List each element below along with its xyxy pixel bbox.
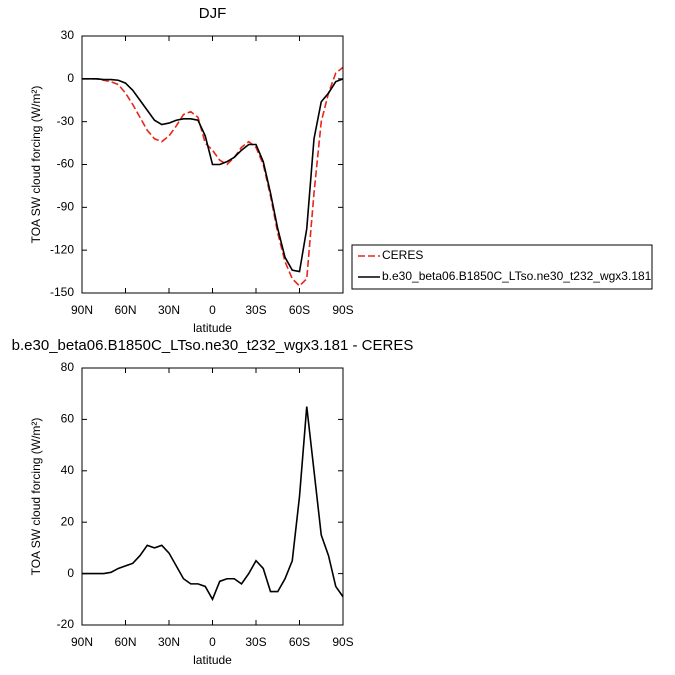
legend-label: CERES — [382, 248, 423, 262]
y-tick-label: 60 — [61, 412, 75, 426]
y-tick-label: -150 — [50, 285, 74, 299]
y-axis-label: TOA SW cloud forcing (W/m²) — [29, 86, 43, 244]
plot-frame — [81, 367, 344, 626]
line — [82, 66, 344, 287]
y-tick-label: 20 — [61, 514, 75, 528]
y-axis-label: TOA SW cloud forcing (W/m²) — [29, 418, 43, 576]
x-tick-label: 90S — [332, 303, 353, 317]
x-tick-label: 30N — [158, 635, 180, 649]
y-tick-label: -30 — [57, 114, 75, 128]
y-tick-label: 80 — [61, 360, 75, 374]
x-axis-label: latitude — [193, 321, 232, 335]
line — [82, 406, 344, 602]
legend-box — [351, 244, 653, 290]
x-tick-label: 90N — [71, 303, 93, 317]
y-tick-label: 30 — [61, 28, 75, 42]
x-tick-label: 60S — [289, 303, 310, 317]
x-tick-label: 0 — [209, 635, 216, 649]
y-tick-label: -90 — [57, 200, 75, 214]
x-tick-label: 0 — [209, 303, 216, 317]
x-tick-label: 60N — [114, 635, 136, 649]
chart-title: DJF — [199, 5, 227, 22]
y-tick-label: 0 — [67, 71, 74, 85]
x-axis-label: latitude — [193, 653, 232, 667]
x-tick-label: 30S — [245, 303, 266, 317]
y-tick-label: 40 — [61, 463, 75, 477]
plot-frame — [81, 35, 344, 294]
x-tick-label: 60N — [114, 303, 136, 317]
x-tick-label: 90N — [71, 635, 93, 649]
x-tick-label: 90S — [332, 635, 353, 649]
x-tick-label: 30S — [245, 635, 266, 649]
y-tick-label: 0 — [67, 566, 74, 580]
legend-label: b.e30_beta06.B1850C_LTso.ne30_t232_wgx3.… — [382, 269, 652, 283]
y-tick-label: -120 — [50, 242, 74, 256]
y-tick-label: -20 — [57, 617, 75, 631]
chart-title: b.e30_beta06.B1850C_LTso.ne30_t232_wgx3.… — [12, 337, 414, 354]
x-tick-label: 30N — [158, 303, 180, 317]
line — [82, 78, 344, 273]
x-tick-label: 60S — [289, 635, 310, 649]
y-tick-label: -60 — [57, 157, 75, 171]
